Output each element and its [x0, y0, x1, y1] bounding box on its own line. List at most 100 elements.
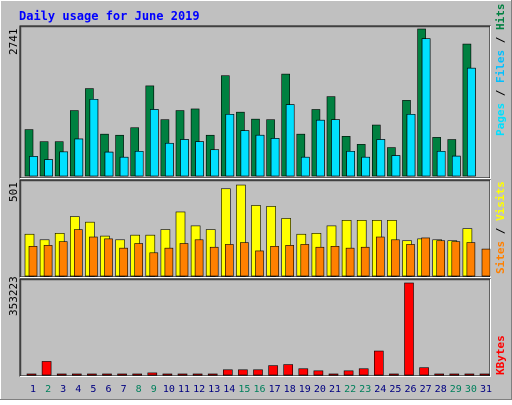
sites-bar	[209, 246, 219, 277]
pages-bar	[240, 130, 250, 177]
day-label: 11	[178, 384, 190, 395]
kbytes-bar	[328, 373, 339, 376]
pages-bar	[391, 155, 401, 177]
pages-bar	[406, 114, 416, 177]
pages-bar	[467, 67, 476, 177]
day-label: 10	[163, 384, 175, 395]
pages-bar	[225, 114, 235, 177]
sites-bar	[255, 250, 264, 277]
kbytes-bar	[117, 373, 127, 376]
sites-bar	[28, 245, 38, 277]
sites-bar	[330, 245, 340, 277]
pages-bar	[119, 156, 129, 177]
kbytes-bar	[283, 364, 294, 376]
hits-bar	[24, 129, 34, 177]
day-label: 4	[75, 384, 81, 395]
bars-visits	[24, 184, 491, 277]
kbytes-bar	[207, 373, 218, 376]
day-label: 14	[223, 384, 235, 395]
sites-bar	[300, 244, 310, 277]
day-label: 30	[465, 384, 477, 395]
sites-bar	[74, 229, 83, 277]
sites-bar	[466, 242, 476, 277]
day-label: 2	[45, 384, 51, 395]
sites-bar	[179, 243, 189, 277]
kbytes-bar	[373, 350, 384, 376]
sites-bar	[375, 236, 385, 277]
day-label: 18	[284, 384, 296, 395]
kbytes-bar	[238, 369, 248, 376]
legend-part: Sites	[494, 241, 507, 274]
sites-bar	[240, 242, 249, 277]
kbytes-bar	[419, 367, 429, 376]
sites-bar	[164, 247, 174, 277]
legend-part: KBytes	[494, 335, 507, 375]
sites-bar	[481, 248, 491, 277]
legend-kbytes: KBytes	[494, 335, 507, 375]
sites-bar	[89, 236, 98, 277]
day-labels: 1 2 3 4 5 6 7 8 9 10 11 12 13 14 15 16 17 18 19 20 21 22 23 24 2…	[30, 384, 492, 395]
pages-bar	[451, 155, 461, 177]
day-label: 8	[136, 384, 142, 395]
day-label: 1	[30, 384, 36, 395]
pages-bar	[331, 119, 340, 177]
kbytes-bar	[132, 373, 142, 376]
sites-bar	[360, 246, 370, 277]
sites-bar	[345, 247, 355, 277]
day-label: 26	[404, 384, 416, 395]
pages-bar	[270, 138, 280, 177]
day-label: 29	[450, 384, 462, 395]
kbytes-bar	[434, 373, 445, 376]
chart-title: Daily usage for June 2019	[19, 9, 200, 23]
sites-bar	[421, 237, 430, 277]
kbytes-bar	[102, 373, 112, 376]
day-label: 13	[208, 384, 220, 395]
legend-part: Files	[494, 50, 507, 83]
day-label: 31	[480, 384, 492, 395]
day-label: 28	[435, 384, 447, 395]
kbytes-bar	[223, 369, 233, 376]
pages-bar	[300, 156, 310, 177]
hits-bar	[115, 134, 124, 177]
pages-bar	[74, 138, 84, 177]
kbytes-bar	[87, 373, 97, 376]
pages-bar	[346, 151, 355, 177]
day-label: 9	[151, 384, 157, 395]
pages-bar	[436, 151, 446, 177]
legend-part: /	[494, 83, 507, 103]
pages-bar	[421, 38, 431, 177]
sites-bar	[391, 239, 400, 277]
pages-bar	[89, 99, 99, 177]
pages-bar	[134, 151, 144, 177]
sites-bar	[436, 240, 446, 277]
kbytes-bar	[56, 373, 67, 376]
sites-bar	[270, 245, 279, 277]
sites-bar	[134, 243, 143, 277]
day-label: 24	[374, 384, 386, 395]
legend-part: Hits	[494, 4, 507, 31]
kbytes-bar	[358, 368, 369, 376]
day-label: 3	[60, 384, 66, 395]
kbytes-bar	[404, 282, 414, 376]
y-tick-label-hits: 2741	[7, 29, 20, 56]
legend-part: Visits	[494, 181, 507, 221]
sites-bar	[406, 244, 415, 277]
day-label: 16	[253, 384, 265, 395]
sites-bar	[43, 245, 53, 277]
pages-bar	[180, 139, 189, 177]
legend-visits-text: Sites / Visits	[494, 181, 507, 274]
bars-hits	[24, 28, 476, 177]
sites-bar	[285, 245, 295, 277]
pages-bar	[150, 109, 159, 177]
pages-bar	[210, 149, 219, 177]
legend-part: /	[494, 30, 507, 50]
sites-bar	[194, 239, 204, 277]
legend-part: /	[494, 221, 507, 241]
kbytes-bar	[253, 369, 263, 376]
kbytes-bar	[464, 373, 475, 376]
sites-bar	[58, 241, 68, 277]
pages-bar	[29, 156, 38, 177]
sites-bar	[315, 246, 325, 277]
kbytes-bar	[72, 373, 82, 376]
sites-bar	[149, 252, 159, 277]
